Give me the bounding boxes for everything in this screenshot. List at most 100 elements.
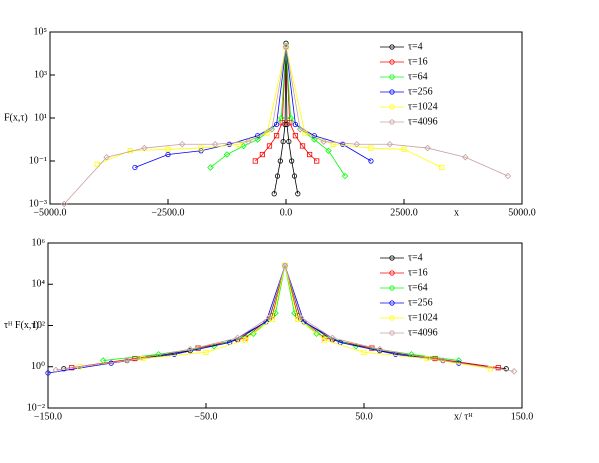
y-axis-label: τᴴ F(x,τ) <box>4 320 39 331</box>
legend-label: τ=1024 <box>408 312 438 323</box>
legend-marker <box>389 89 395 95</box>
y-tick-label: 10² <box>32 320 45 331</box>
legend-marker <box>389 255 395 261</box>
marker <box>274 173 281 179</box>
legend-marker <box>389 104 395 110</box>
marker <box>368 145 374 151</box>
marker <box>165 151 171 158</box>
marker <box>510 368 518 375</box>
x-tick-label: 50.0 <box>355 411 373 422</box>
series-line <box>47 264 459 374</box>
marker <box>198 148 204 154</box>
legend-marker <box>389 74 395 80</box>
series-line <box>55 264 515 372</box>
series-line <box>97 46 442 168</box>
marker <box>268 125 276 133</box>
marker <box>278 114 285 122</box>
marker <box>386 141 394 148</box>
marker <box>226 141 232 147</box>
marker <box>495 365 501 371</box>
series-line <box>210 47 346 177</box>
marker <box>424 355 430 362</box>
marker <box>341 172 349 180</box>
y-tick-label: 10³ <box>34 69 47 80</box>
marker <box>178 141 186 148</box>
y-tick-label: 10¹ <box>34 112 47 123</box>
marker <box>296 125 304 133</box>
legend-label: τ=4096 <box>408 116 438 127</box>
x-tick-label: 150.0 <box>511 411 534 422</box>
marker <box>297 314 305 321</box>
marker <box>329 334 336 342</box>
marker <box>320 138 328 145</box>
marker <box>313 330 320 337</box>
marker <box>504 172 512 180</box>
series-line <box>63 264 507 370</box>
marker <box>266 143 273 149</box>
x-tick-label: −150.0 <box>34 411 62 422</box>
marker <box>259 151 266 158</box>
legend-label: τ=256 <box>408 86 433 97</box>
legend-label: τ=64 <box>408 282 428 293</box>
marker <box>287 114 294 122</box>
marker <box>198 145 204 151</box>
marker <box>325 147 332 155</box>
y-tick-label: 10⁰ <box>31 361 45 372</box>
marker <box>265 314 273 321</box>
marker <box>140 355 146 362</box>
legend-marker <box>389 285 395 291</box>
legend-marker <box>389 270 395 276</box>
legend-label: τ=4096 <box>408 327 438 338</box>
marker <box>286 138 292 145</box>
legend-label: τ=16 <box>408 267 428 278</box>
marker <box>283 40 289 46</box>
marker <box>271 191 277 197</box>
marker <box>207 164 214 171</box>
marker <box>280 138 286 145</box>
marker <box>279 120 285 126</box>
legend-label: τ=64 <box>408 71 428 82</box>
marker <box>340 141 346 147</box>
x-tick-label: 5000.0 <box>508 207 536 218</box>
marker <box>186 346 194 353</box>
marker <box>273 133 280 139</box>
x-tick-label: −5000.0 <box>33 207 66 218</box>
marker <box>94 161 100 167</box>
legend-marker <box>389 315 395 321</box>
legend-marker <box>389 44 395 50</box>
marker <box>287 120 293 126</box>
marker <box>295 191 301 197</box>
marker <box>103 153 110 161</box>
marker <box>277 158 283 164</box>
marker <box>250 330 257 337</box>
legend-label: τ=1024 <box>408 101 438 112</box>
marker <box>132 164 138 171</box>
marker <box>244 138 252 145</box>
series-line <box>273 43 299 194</box>
marker <box>439 164 445 171</box>
marker <box>45 370 51 376</box>
marker <box>291 173 298 179</box>
marker <box>462 153 469 161</box>
x-tick-label: 0.0 <box>280 207 293 218</box>
x-tick-label: −2500.0 <box>151 207 184 218</box>
marker <box>100 357 107 364</box>
legend-marker <box>389 119 395 125</box>
marker <box>321 337 328 343</box>
legend-label: τ=4 <box>408 252 423 263</box>
y-axis-label: F(x,τ) <box>4 112 28 123</box>
marker <box>314 158 320 164</box>
x-axis-label: x <box>454 207 459 218</box>
marker <box>165 146 171 152</box>
marker <box>211 141 219 148</box>
y-tick-label: 10⁴ <box>32 279 46 290</box>
marker <box>60 200 68 208</box>
marker <box>289 158 295 164</box>
marker <box>234 334 241 342</box>
marker <box>282 43 290 51</box>
marker <box>503 366 509 372</box>
marker <box>292 133 299 139</box>
legend-marker <box>389 59 395 65</box>
marker <box>273 121 280 128</box>
